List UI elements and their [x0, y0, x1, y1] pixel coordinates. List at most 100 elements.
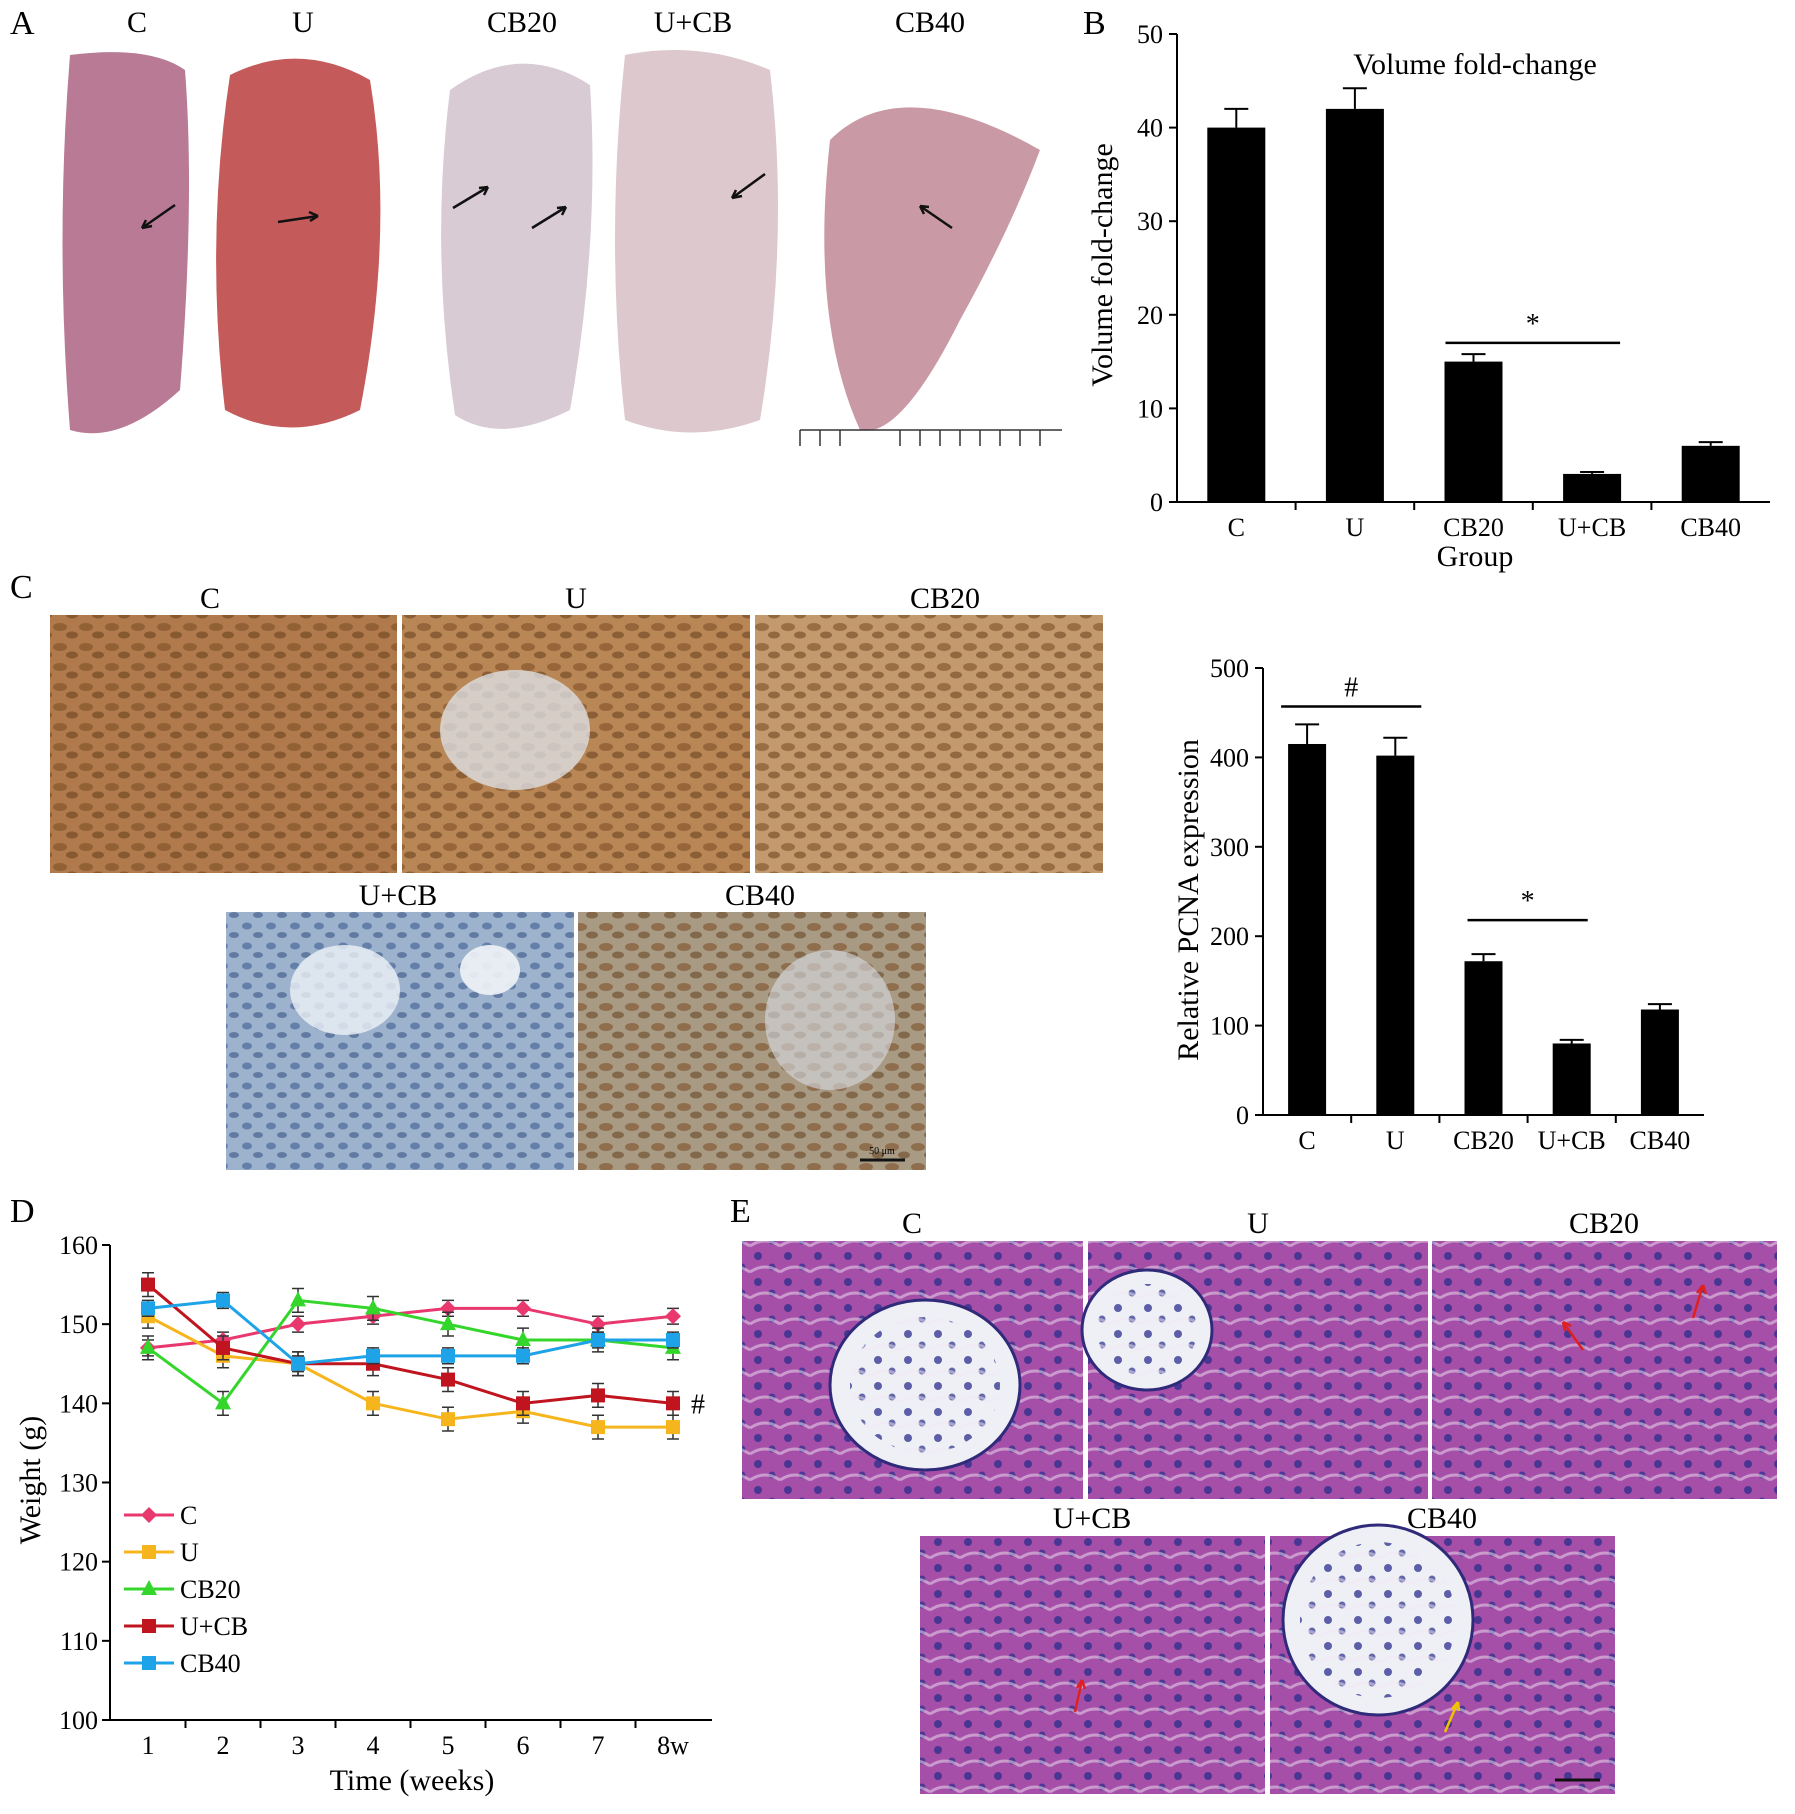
series-line-u-cb	[147, 1283, 674, 1405]
y-tick-label: 30	[1137, 207, 1163, 236]
bar-cb40	[1681, 445, 1740, 502]
bar-cb20	[1444, 361, 1503, 502]
bar-cb20	[1464, 961, 1503, 1115]
specimen-cb40	[824, 107, 1040, 431]
data-point-cb40	[441, 1348, 455, 1363]
data-point-cb20	[515, 1331, 531, 1346]
data-point-u-cb	[516, 1396, 530, 1411]
y-tick-label: 0	[1236, 1101, 1249, 1130]
he-label-cb40: CB40	[1407, 1502, 1477, 1535]
data-point-cb40	[141, 1301, 155, 1316]
data-point-c	[515, 1300, 531, 1317]
error-bar-cb40	[1647, 1003, 1672, 1010]
x-tick-label: 7	[592, 1731, 605, 1760]
significance-marker: #	[691, 1389, 705, 1420]
y-tick-label: 0	[1150, 488, 1163, 517]
panel-letter-c: C	[10, 569, 33, 606]
x-tick-label: U+CB	[1558, 513, 1626, 542]
lesion-arrows	[140, 172, 953, 230]
y-tick-label: 10	[1137, 394, 1163, 423]
ihc-label-c: C	[200, 582, 220, 615]
legend-label-u: U	[180, 1538, 199, 1567]
y-tick-label: 400	[1210, 743, 1249, 772]
bar-c	[1288, 743, 1327, 1115]
photo-ruler	[799, 429, 1062, 446]
x-axis-label: Time (weeks)	[330, 1764, 495, 1797]
data-point-u-cb	[141, 1277, 155, 1292]
bar-c	[1207, 127, 1266, 502]
y-axis-label: Relative PCNA expression	[1172, 739, 1205, 1061]
panel-letter-a: A	[10, 5, 35, 42]
legend-marker-c	[141, 1507, 157, 1523]
data-point-cb40	[216, 1293, 230, 1308]
series-cb40	[141, 1291, 680, 1373]
y-tick-label: 130	[59, 1469, 98, 1498]
error-bar-cb20	[1461, 353, 1486, 362]
y-tick-label: 120	[59, 1548, 98, 1577]
x-tick-label: 2	[217, 1731, 230, 1760]
y-tick-label: 140	[59, 1389, 98, 1418]
legend-marker-cb40	[142, 1656, 156, 1670]
specimen-u	[216, 58, 381, 428]
photo-label-cb40: CB40	[895, 6, 965, 39]
data-point-u	[441, 1412, 455, 1427]
data-point-cb20	[365, 1299, 381, 1315]
y-tick-label: 200	[1210, 922, 1249, 951]
legend-label-c: C	[180, 1501, 197, 1530]
y-tick-label: 160	[59, 1231, 98, 1260]
he-images-panel: C U CB20 U+CB CB40	[742, 1207, 1777, 1794]
x-tick-label: CB20	[1453, 1126, 1514, 1155]
error-bar-u	[1383, 736, 1408, 756]
photo-label-u-cb: U+CB	[654, 6, 733, 39]
x-tick-label: CB40	[1680, 513, 1741, 542]
panel-letter-d: D	[10, 1193, 35, 1230]
panel-letter-e: E	[730, 1193, 751, 1230]
ihc-label-u-cb: U+CB	[359, 879, 438, 912]
bar-u	[1376, 755, 1415, 1115]
data-point-cb20	[215, 1394, 231, 1410]
data-point-cb40	[591, 1333, 605, 1347]
significance-marker: #	[1344, 672, 1358, 703]
data-point-cb40	[291, 1356, 305, 1371]
specimen-photos-panel: C U CB20 U+CB CB40	[50, 6, 1065, 447]
series-line-cb20	[147, 1298, 674, 1406]
he-label-u: U	[1247, 1207, 1269, 1240]
bar-cb40	[1640, 1009, 1679, 1115]
panel-letter-b: B	[1083, 5, 1106, 42]
x-tick-label: 8w	[657, 1731, 689, 1760]
legend-label-u-cb: U+CB	[180, 1612, 248, 1641]
data-point-c	[290, 1316, 306, 1333]
y-axis-label: Weight (g)	[14, 1416, 47, 1544]
data-point-cb20	[290, 1291, 306, 1307]
x-tick-label: C	[1228, 513, 1245, 542]
legend: CU CB20 U+CB CB40	[124, 1501, 248, 1678]
photo-label-c: C	[127, 6, 147, 39]
y-tick-label: 110	[60, 1627, 98, 1656]
y-tick-label: 300	[1210, 833, 1249, 862]
error-bar-u-cb	[1559, 1038, 1584, 1044]
photo-label-u: U	[292, 6, 314, 39]
error-bar-cb40	[1698, 441, 1723, 446]
error-bar-c	[1295, 723, 1320, 744]
data-point-cb20	[440, 1315, 456, 1331]
error-bar-u-cb	[1580, 471, 1605, 474]
data-point-u-cb	[666, 1396, 680, 1411]
data-point-c	[665, 1308, 681, 1325]
x-tick-label: U	[1346, 513, 1365, 542]
significance-marker: *	[1526, 309, 1540, 340]
x-tick-label: 6	[517, 1731, 530, 1760]
bar-u	[1325, 108, 1384, 502]
he-label-c: C	[902, 1207, 922, 1240]
legend-label-cb40: CB40	[180, 1649, 241, 1678]
error-bar-u	[1342, 87, 1367, 109]
x-axis-label: Group	[1437, 540, 1514, 573]
x-tick-label: 5	[442, 1731, 455, 1760]
bar-u-cb	[1552, 1043, 1591, 1115]
y-axis-label: Volume fold-change	[1086, 143, 1119, 387]
bar-u-cb	[1563, 473, 1622, 502]
data-point-cb20	[140, 1338, 156, 1354]
scale-bar-label: 50 μm	[869, 1146, 895, 1157]
legend-marker-u	[142, 1545, 156, 1559]
y-tick-label: 40	[1137, 114, 1163, 143]
